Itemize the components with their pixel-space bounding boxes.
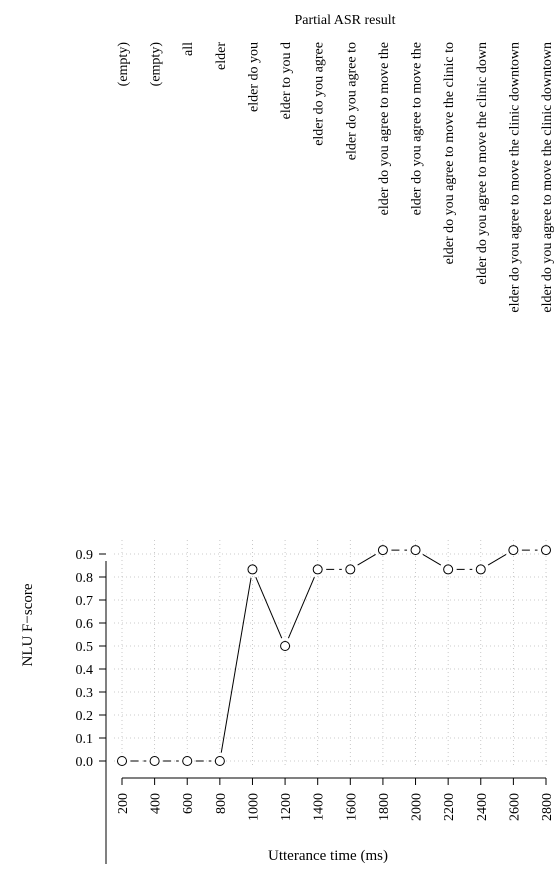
partial-asr-label: elder do you agree to move the clinic do… [507, 42, 522, 313]
partial-asr-label: elder do you agree to move the [410, 42, 425, 215]
x-tick-label: 400 [149, 793, 164, 814]
data-point [312, 564, 323, 575]
x-tick-label: 200 [116, 793, 131, 814]
y-tick-label: 0.2 [76, 709, 94, 724]
x-tick-label: 1200 [279, 793, 294, 821]
y-tick-label: 0.3 [76, 686, 94, 701]
x-tick-label: 2200 [442, 793, 457, 821]
data-point [214, 756, 225, 766]
y-tick-label: 0.0 [76, 755, 94, 770]
series-segment [487, 553, 507, 566]
partial-asr-label: elder do you agree [312, 42, 327, 146]
series-segment [357, 553, 376, 566]
x-tick-label: 600 [181, 793, 196, 814]
data-point [345, 564, 356, 575]
data-point [117, 756, 127, 766]
partial-asr-label: (empty) [116, 42, 131, 87]
partial-asr-label: elder to you d [279, 42, 294, 119]
x-axis-label: Utterance time (ms) [268, 848, 388, 864]
data-point [377, 545, 388, 556]
axes-layer [99, 553, 547, 868]
y-axis-label: NLU F−score [20, 583, 36, 666]
y-tick-label: 0.8 [76, 571, 94, 586]
series-segment [422, 553, 442, 566]
y-tick-label: 0.5 [76, 640, 94, 655]
x-tick-label: 1000 [246, 793, 261, 821]
partial-asr-label: elder do you agree to [344, 42, 359, 160]
y-tick-labels: 0.0 0.1 0.2 0.3 0.4 0.5 0.6 0.7 0.8 0.9 [76, 548, 94, 770]
data-point [410, 545, 421, 556]
data-point [182, 756, 193, 766]
grid-layer [114, 540, 550, 767]
partial-asr-label: elder [214, 42, 229, 70]
y-tick-label: 0.1 [76, 732, 94, 747]
y-tick-label: 0.4 [76, 663, 94, 678]
data-point [149, 756, 160, 766]
y-tick-label: 0.7 [76, 594, 94, 609]
partial-asr-label: all [181, 42, 196, 56]
partial-asr-label: (empty) [149, 42, 164, 87]
series-segment [220, 577, 252, 753]
data-point [443, 564, 454, 575]
x-tick-label: 800 [214, 793, 229, 814]
y-tick-label: 0.6 [76, 617, 94, 632]
x-tick-label: 2400 [475, 793, 490, 821]
x-tick-labels: 200 400 600 800 1000 1200 1400 1600 1800 2000 2200… [116, 793, 555, 821]
series-layer [117, 545, 551, 766]
x-tick-label: 2000 [410, 793, 425, 821]
partial-asr-label: elder do you [246, 42, 261, 112]
y-tick-label: 0.9 [76, 548, 94, 563]
series-segment [287, 577, 315, 639]
data-point [508, 545, 519, 556]
partial-asr-label: elder do you agree to move the clinic to [442, 42, 457, 264]
partial-asr-label: elder do you agree to move the [377, 42, 392, 215]
partial-asr-label: elder do you agree to move the clinic do… [475, 42, 490, 285]
series-segment [255, 577, 283, 639]
x-tick-label: 1600 [344, 793, 359, 821]
x-tick-label: 1400 [312, 793, 327, 821]
partial-asr-labels: (empty) (empty) all elder elder do you elder … [116, 42, 555, 313]
data-point [247, 564, 258, 575]
data-point [541, 545, 551, 556]
x-tick-label: 1800 [377, 793, 392, 821]
x-tick-label: 2800 [540, 793, 555, 821]
top-axis-label: Partial ASR result [294, 13, 395, 28]
partial-asr-label: elder do you agree to move the clinic do… [540, 42, 555, 313]
data-point [475, 564, 486, 575]
data-point [280, 641, 291, 651]
x-tick-label: 2600 [507, 793, 522, 821]
